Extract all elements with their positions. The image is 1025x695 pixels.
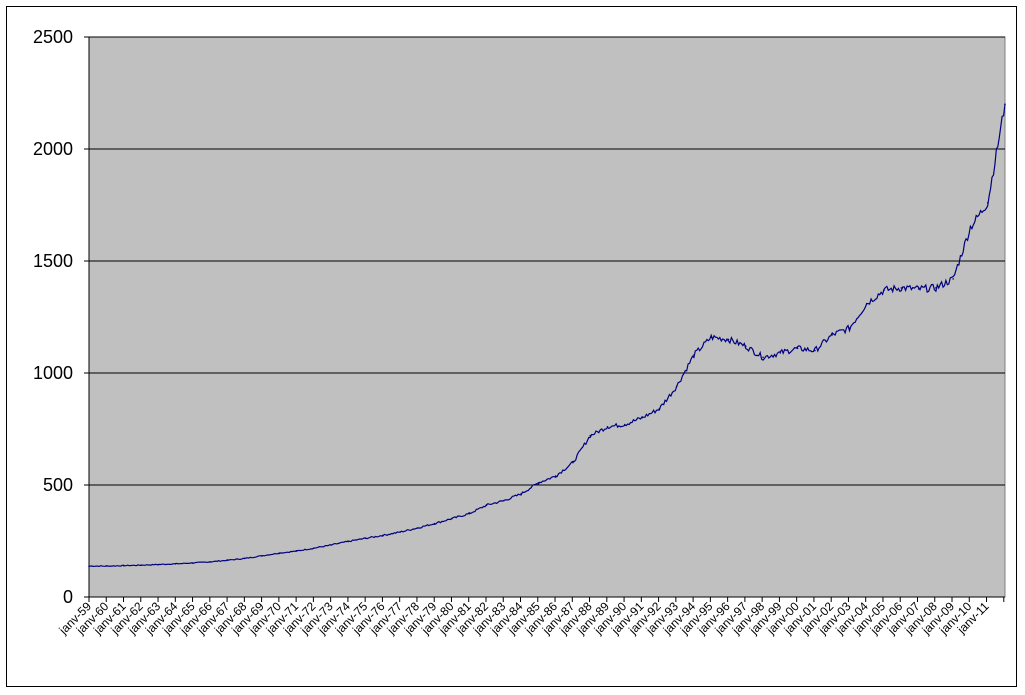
data-point bbox=[986, 201, 989, 204]
data-point bbox=[364, 537, 367, 540]
data-point bbox=[122, 564, 125, 567]
data-point bbox=[537, 481, 540, 484]
data-point bbox=[312, 547, 315, 549]
data-point bbox=[831, 334, 833, 336]
data-point bbox=[243, 557, 246, 560]
data-point bbox=[416, 527, 419, 529]
data-point bbox=[451, 517, 453, 520]
data-point bbox=[658, 408, 661, 410]
data-point bbox=[226, 559, 229, 562]
data-point bbox=[935, 287, 937, 289]
data-point bbox=[883, 289, 885, 291]
y-tick-label: 1000 bbox=[33, 363, 73, 383]
data-point bbox=[140, 564, 142, 566]
data-point bbox=[278, 552, 280, 554]
data-point bbox=[382, 534, 384, 537]
data-point bbox=[399, 531, 401, 533]
data-point bbox=[814, 349, 816, 352]
data-point bbox=[485, 504, 488, 506]
data-point bbox=[952, 278, 954, 280]
data-point bbox=[641, 417, 643, 419]
data-point bbox=[502, 499, 505, 502]
series-line bbox=[89, 104, 1006, 568]
data-point bbox=[917, 288, 920, 290]
data-point bbox=[969, 226, 972, 229]
y-tick-label: 500 bbox=[43, 475, 73, 495]
data-point bbox=[174, 563, 177, 565]
data-point bbox=[520, 493, 522, 495]
data-point bbox=[693, 354, 695, 356]
data-point bbox=[157, 563, 159, 566]
y-tick-label: 1500 bbox=[33, 251, 73, 271]
data-point bbox=[209, 561, 211, 563]
data-point bbox=[848, 327, 851, 330]
plot-area bbox=[88, 36, 1006, 598]
data-point bbox=[675, 385, 678, 388]
data-point bbox=[727, 338, 730, 341]
data-point bbox=[865, 302, 868, 305]
data-point bbox=[762, 356, 764, 359]
y-tick-label: 0 bbox=[63, 587, 73, 607]
data-point bbox=[572, 461, 574, 464]
data-point bbox=[606, 425, 609, 428]
data-points bbox=[88, 103, 1006, 567]
data-point bbox=[468, 512, 471, 515]
data-point bbox=[900, 287, 903, 289]
data-point bbox=[433, 522, 436, 525]
data-point bbox=[191, 562, 194, 564]
y-axis: 0 500 1000 1500 2000 2500 bbox=[33, 27, 90, 607]
data-point bbox=[744, 345, 747, 347]
data-point bbox=[105, 565, 108, 567]
data-point bbox=[779, 352, 782, 354]
data-point bbox=[347, 540, 350, 543]
data-point bbox=[330, 544, 332, 546]
y-tick-label: 2000 bbox=[33, 139, 73, 159]
y-tick-label: 2500 bbox=[33, 27, 73, 47]
data-point bbox=[261, 554, 263, 557]
data-point bbox=[295, 550, 298, 552]
data-point bbox=[589, 434, 592, 437]
data-point bbox=[554, 475, 557, 477]
data-point bbox=[796, 347, 799, 350]
data-point bbox=[623, 423, 626, 426]
x-axis: janv-59janv-60janv-61janv-62janv-63janv-… bbox=[56, 596, 1005, 638]
data-point bbox=[710, 336, 712, 338]
data-point bbox=[1004, 103, 1006, 105]
data-point bbox=[88, 565, 90, 567]
